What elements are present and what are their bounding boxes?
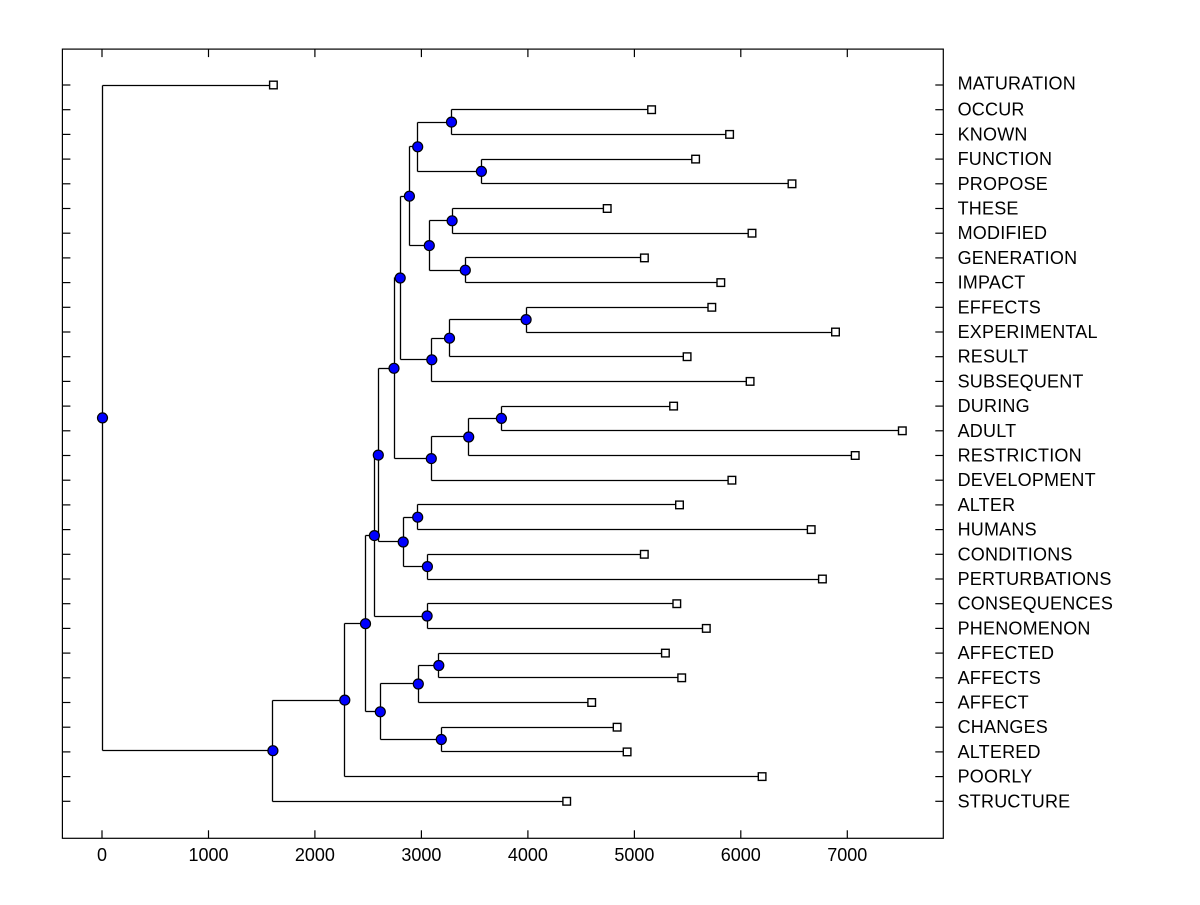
svg-text:CONDITIONS: CONDITIONS [958,544,1073,564]
svg-text:AFFECTS: AFFECTS [958,668,1041,688]
svg-text:KNOWN: KNOWN [958,124,1028,144]
svg-text:MATURATION: MATURATION [958,74,1076,94]
svg-text:AFFECT: AFFECT [958,693,1029,713]
svg-text:ALTERED: ALTERED [958,742,1041,762]
svg-text:EXPERIMENTAL: EXPERIMENTAL [958,322,1098,342]
svg-text:IMPACT: IMPACT [958,273,1026,293]
svg-text:PROPOSE: PROPOSE [958,174,1048,194]
svg-text:RESTRICTION: RESTRICTION [958,446,1082,466]
svg-text:DEVELOPMENT: DEVELOPMENT [958,470,1096,490]
svg-text:7000: 7000 [827,845,867,865]
svg-text:AFFECTED: AFFECTED [958,643,1055,663]
svg-text:EFFECTS: EFFECTS [958,297,1041,317]
svg-text:0: 0 [97,845,107,865]
svg-text:MODIFIED: MODIFIED [958,223,1048,243]
svg-text:GENERATION: GENERATION [958,248,1078,268]
svg-text:POORLY: POORLY [958,767,1033,787]
svg-text:FUNCTION: FUNCTION [958,149,1053,169]
svg-text:5000: 5000 [614,845,654,865]
svg-text:THESE: THESE [958,199,1019,219]
svg-text:PHENOMENON: PHENOMENON [958,618,1091,638]
svg-text:6000: 6000 [721,845,761,865]
svg-text:3000: 3000 [401,845,441,865]
svg-text:SUBSEQUENT: SUBSEQUENT [958,371,1084,391]
svg-text:ADULT: ADULT [958,421,1017,441]
svg-text:PERTURBATIONS: PERTURBATIONS [958,569,1112,589]
svg-text:CHANGES: CHANGES [958,717,1048,737]
svg-text:4000: 4000 [508,845,548,865]
svg-text:HUMANS: HUMANS [958,520,1037,540]
svg-text:1000: 1000 [188,845,228,865]
svg-text:STRUCTURE: STRUCTURE [958,791,1071,811]
svg-text:RESULT: RESULT [958,347,1029,367]
svg-text:2000: 2000 [295,845,335,865]
svg-text:OCCUR: OCCUR [958,100,1025,120]
svg-text:CONSEQUENCES: CONSEQUENCES [958,594,1113,614]
svg-text:ALTER: ALTER [958,495,1016,515]
svg-text:DURING: DURING [958,396,1030,416]
